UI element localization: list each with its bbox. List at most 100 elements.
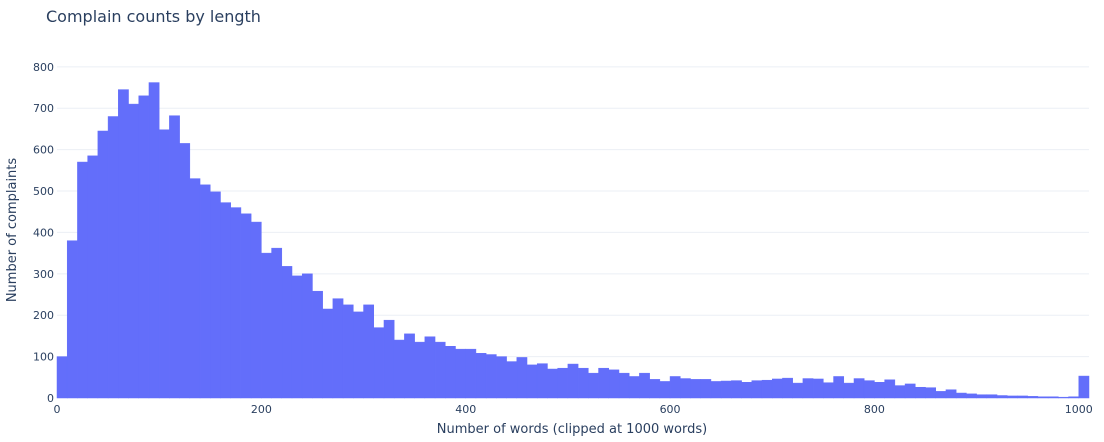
histogram-bar xyxy=(240,213,252,399)
histogram-bar xyxy=(220,202,231,399)
histogram-bar xyxy=(874,382,885,399)
histogram-bar xyxy=(118,89,129,399)
histogram-bar xyxy=(271,247,283,399)
histogram-bar xyxy=(199,184,211,399)
histogram-bar xyxy=(1047,396,1059,399)
y-tick-label: 400 xyxy=(33,226,54,239)
histogram-bar xyxy=(833,376,845,399)
histogram-bar xyxy=(945,389,957,399)
histogram-bar xyxy=(322,308,334,399)
histogram-bar xyxy=(731,380,742,399)
histogram-bar xyxy=(639,372,650,399)
histogram-bar xyxy=(904,383,916,399)
histogram-bar xyxy=(598,367,610,399)
histogram-bar xyxy=(649,379,661,399)
histogram-bar xyxy=(291,275,303,399)
histogram-bar xyxy=(138,95,150,399)
histogram-bar xyxy=(618,372,630,399)
x-tick-label: 800 xyxy=(864,403,885,416)
histogram-bar xyxy=(741,382,753,399)
histogram-bar xyxy=(301,273,313,399)
y-tick-label: 300 xyxy=(33,268,54,281)
histogram-bar xyxy=(863,380,875,399)
histogram-bar xyxy=(516,357,528,399)
histogram-bar xyxy=(710,381,722,399)
histogram-bar xyxy=(1037,396,1049,399)
histogram-bar xyxy=(434,341,446,399)
x-tick-label: 400 xyxy=(455,403,476,416)
y-tick-label: 0 xyxy=(47,392,54,405)
histogram-bar xyxy=(628,376,640,399)
histogram-bar xyxy=(465,348,477,399)
bars xyxy=(56,82,1090,399)
histogram-bar xyxy=(669,376,681,399)
x-tick-labels: 0 200 400 600 800 1000 xyxy=(54,403,1093,416)
histogram-bar xyxy=(230,207,242,399)
y-tick-label: 800 xyxy=(33,61,54,74)
histogram-bar xyxy=(393,339,405,399)
y-tick-label: 100 xyxy=(33,351,54,364)
histogram-bar xyxy=(77,161,88,399)
histogram-bar xyxy=(261,252,272,399)
histogram-bar xyxy=(547,368,558,399)
histogram-bar xyxy=(955,392,967,399)
x-tick-label: 200 xyxy=(251,403,272,416)
y-tick-label: 700 xyxy=(33,102,54,115)
histogram-bar xyxy=(782,377,793,399)
histogram-bar xyxy=(475,353,487,399)
x-axis-title: Number of words (clipped at 1000 words) xyxy=(437,422,707,437)
histogram-bar xyxy=(107,116,119,399)
histogram-bar xyxy=(1058,396,1069,399)
chart-title: Complain counts by length xyxy=(46,7,261,26)
histogram-bar xyxy=(1027,396,1039,399)
histogram-bar xyxy=(210,191,221,399)
histogram-bar xyxy=(577,367,589,399)
histogram-bar xyxy=(884,379,896,399)
histogram-bar xyxy=(536,363,548,399)
x-tick-label: 0 xyxy=(54,403,61,416)
histogram-bar xyxy=(680,378,691,399)
histogram-bar xyxy=(894,385,906,399)
histogram-bar xyxy=(720,380,732,399)
histogram-bar xyxy=(976,394,988,399)
histogram-bar xyxy=(281,266,293,399)
histogram-bar xyxy=(1017,395,1028,399)
histogram-bar xyxy=(87,155,99,399)
histogram-bar xyxy=(812,378,824,399)
histogram-bar xyxy=(966,393,977,399)
histogram-bar xyxy=(935,391,947,399)
histogram-bar xyxy=(414,341,426,399)
histogram-bar xyxy=(455,348,466,399)
y-tick-label: 200 xyxy=(33,309,54,322)
histogram-bar xyxy=(250,221,262,399)
histogram-bar xyxy=(771,378,783,399)
histogram-bar xyxy=(986,394,998,399)
histogram-bar xyxy=(506,361,518,399)
histogram-bar xyxy=(179,143,191,399)
histogram-bar xyxy=(332,298,344,399)
histogram-bar xyxy=(608,369,620,399)
histogram-bar xyxy=(363,304,375,399)
histogram-bar xyxy=(1068,396,1080,399)
histogram-bar xyxy=(526,364,538,399)
histogram-bar xyxy=(445,346,456,399)
histogram-bar xyxy=(853,378,865,399)
histogram-bar xyxy=(1078,375,1090,399)
histogram-bar xyxy=(843,382,855,399)
histogram-bar xyxy=(158,129,170,399)
histogram-bar xyxy=(97,130,109,399)
histogram-bar xyxy=(588,372,599,399)
histogram-bar xyxy=(342,304,354,399)
y-axis-title: Number of complaints xyxy=(5,158,20,303)
histogram-bar xyxy=(169,115,180,399)
histogram-bar xyxy=(792,382,804,399)
histogram-bar xyxy=(557,367,569,399)
histogram-bar xyxy=(996,395,1008,399)
histogram-bar xyxy=(312,290,323,399)
histogram-bar xyxy=(700,379,712,399)
histogram-bar xyxy=(383,319,395,399)
x-tick-label: 1000 xyxy=(1065,403,1093,416)
histogram-bar xyxy=(66,240,78,399)
histogram-bar xyxy=(373,327,385,399)
histogram-bar xyxy=(128,103,139,399)
